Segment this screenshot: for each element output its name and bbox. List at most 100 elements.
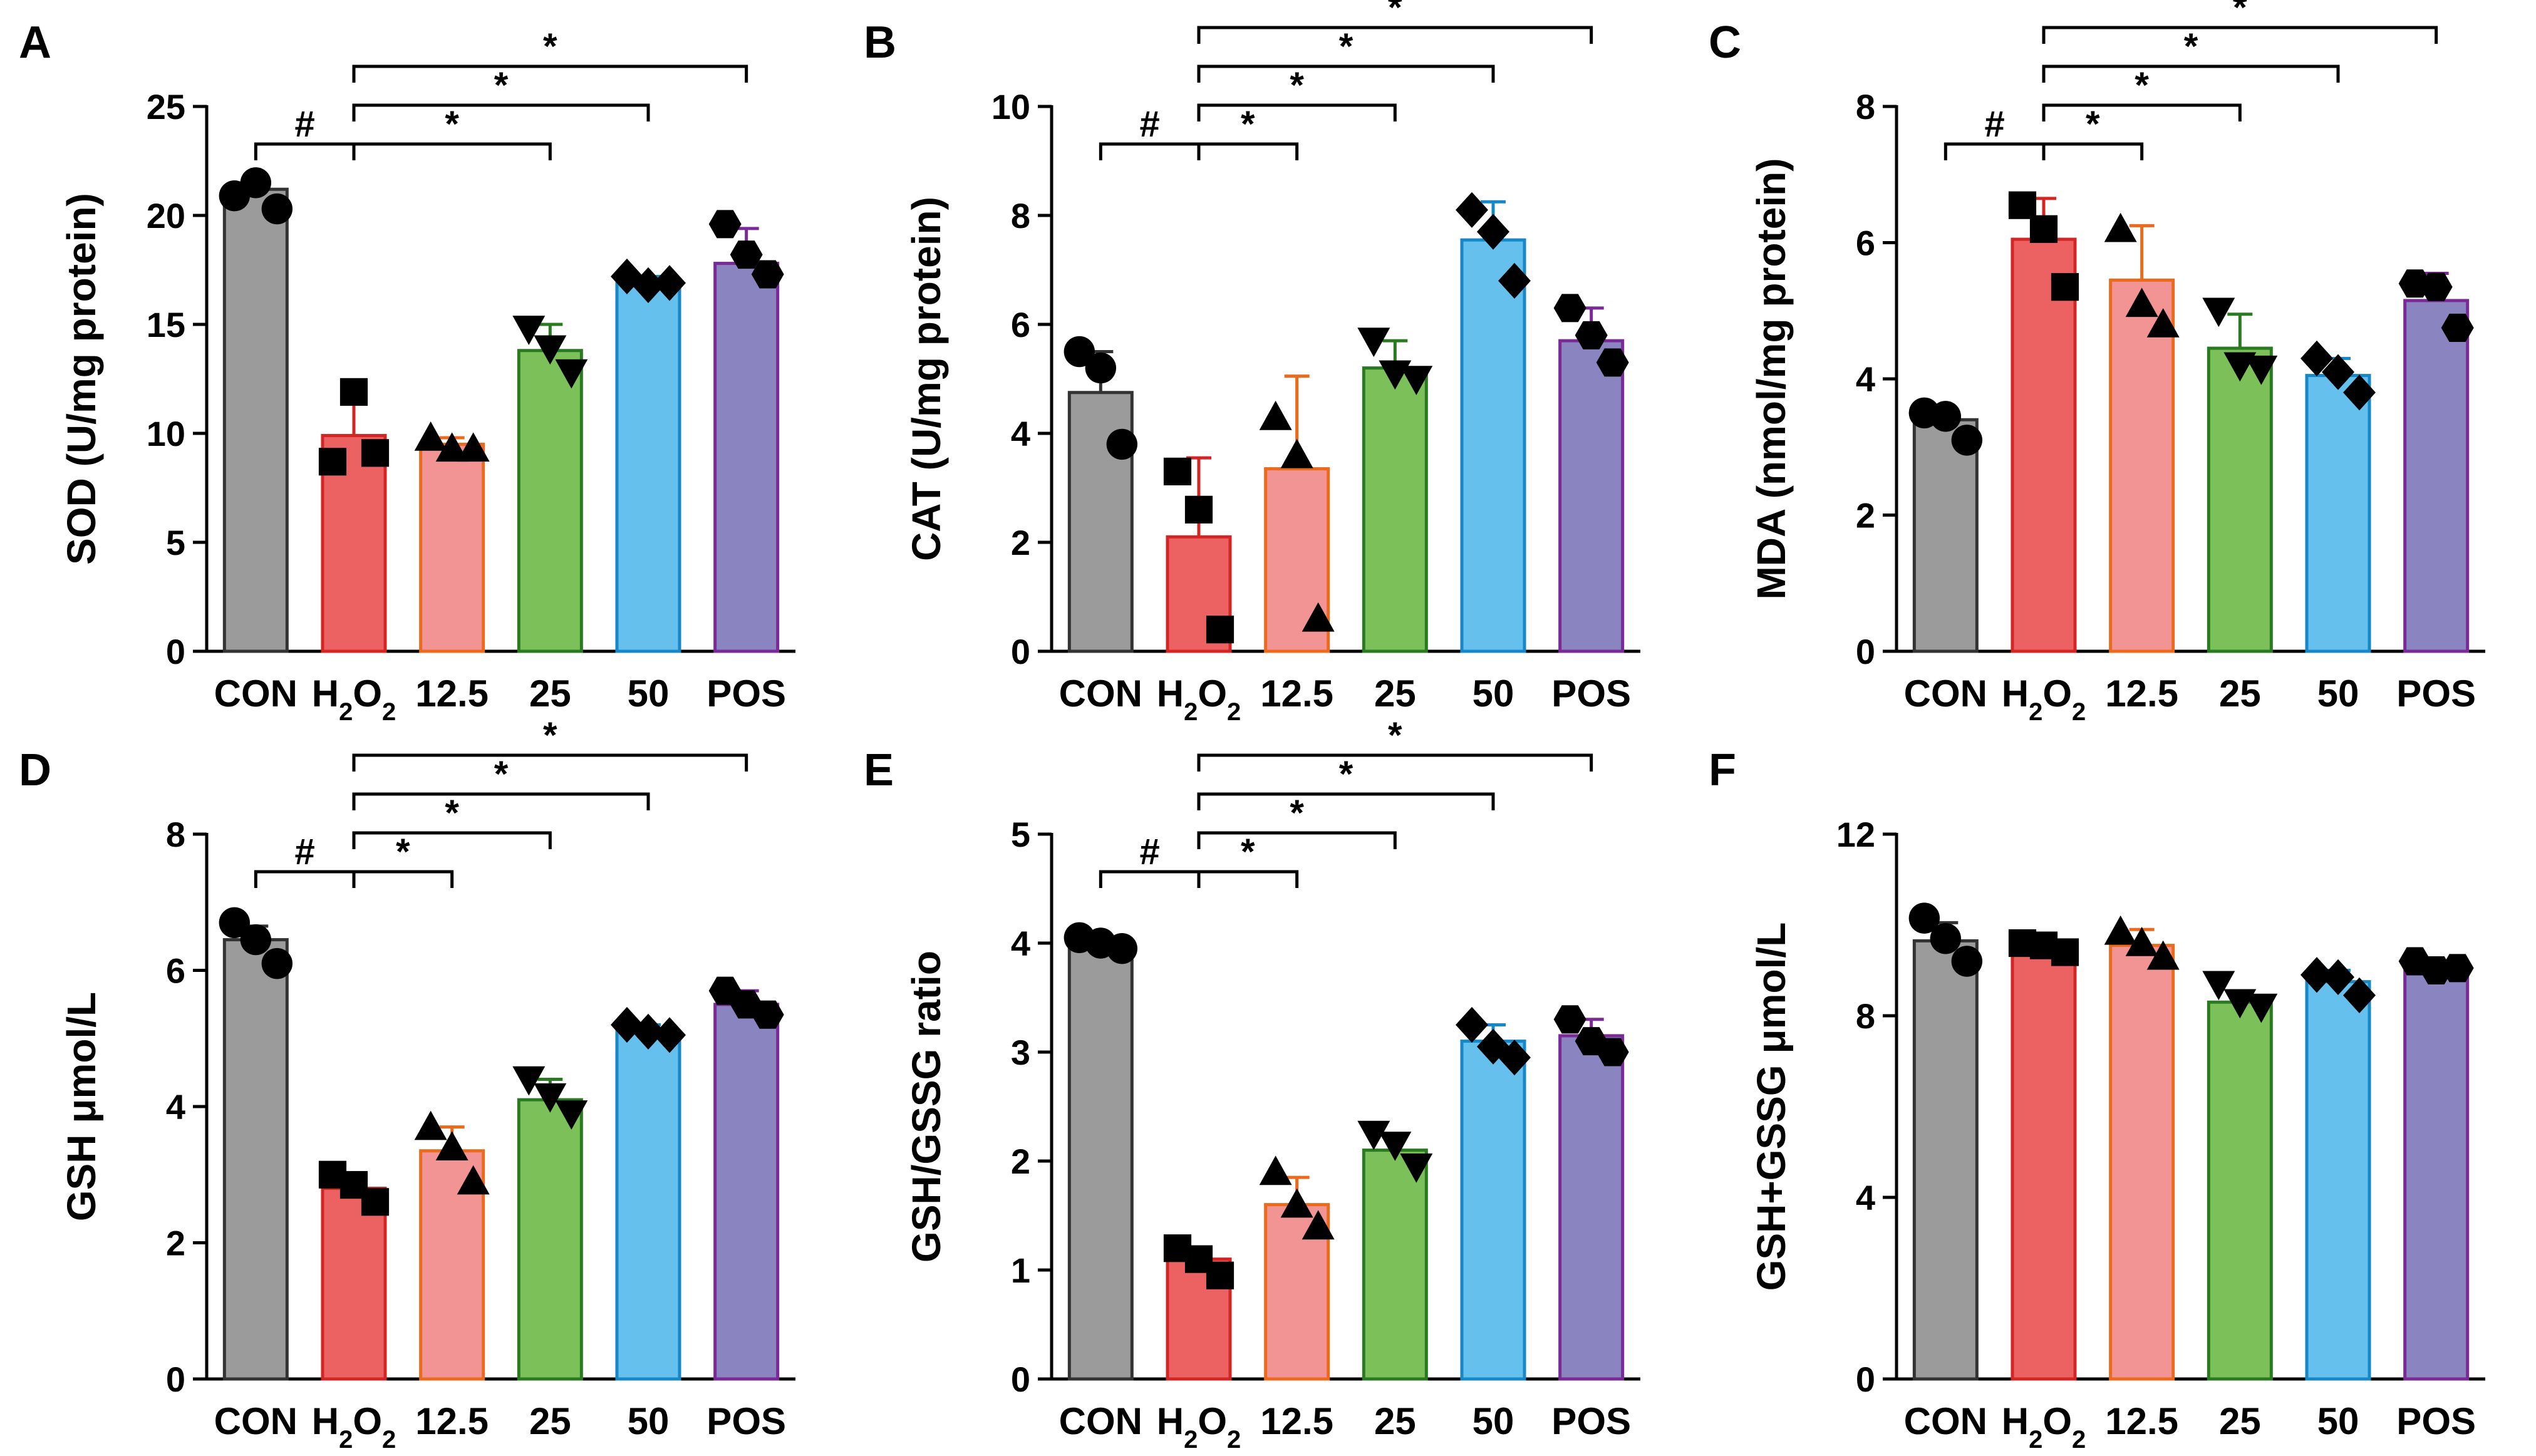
data-point <box>1477 214 1509 250</box>
x-tick-label: H2O2 <box>2002 673 2086 726</box>
x-tick-sub: 2 <box>339 1426 353 1453</box>
data-point <box>2420 272 2453 301</box>
x-tick-label: CON <box>1059 673 1142 715</box>
data-point <box>1064 336 1095 368</box>
y-tick-label: 8 <box>1856 87 1875 126</box>
significance-label: * <box>1241 832 1255 872</box>
data-point <box>1302 602 1335 632</box>
x-tick-label: CON <box>1904 1400 1987 1442</box>
x-tick-part: H <box>2002 673 2029 715</box>
data-point <box>2245 993 2278 1023</box>
data-point <box>1280 1188 1313 1218</box>
significance-bracket <box>1099 870 1201 888</box>
x-tick-label: CON <box>1059 1400 1142 1442</box>
significance-label: # <box>1140 832 1160 872</box>
panel-label: D <box>19 745 51 795</box>
data-point <box>1951 946 1983 977</box>
bar-5 <box>2305 980 2371 1381</box>
data-point <box>1400 366 1433 395</box>
x-tick-sub: 2 <box>2029 698 2042 726</box>
x-tick-label: 50 <box>628 673 670 715</box>
y-tick-label: 2 <box>1011 523 1030 562</box>
data-point <box>1259 400 1292 430</box>
x-tick-sub: 2 <box>382 1426 396 1453</box>
x-tick-label: 25 <box>529 673 571 715</box>
bar-2 <box>2011 946 2077 1381</box>
significance-bracket <box>352 831 552 849</box>
y-tick-label: 0 <box>166 632 185 671</box>
y-tick-label: 4 <box>1856 1178 1875 1217</box>
significance-bracket <box>2042 65 2340 83</box>
data-point <box>2146 308 2180 338</box>
data-point <box>1106 428 1138 460</box>
significance-bracket <box>1197 142 1299 160</box>
data-point <box>1456 1006 1488 1043</box>
significance-label: * <box>1339 754 1353 795</box>
y-axis-label: MDA (nmol/mg protein) <box>1749 158 1794 599</box>
y-tick-label: 20 <box>147 196 185 235</box>
x-tick-sub: 2 <box>1184 1426 1198 1453</box>
significance-label: * <box>543 715 557 756</box>
data-point <box>1206 616 1234 644</box>
x-tick-label: POS <box>1551 1400 1631 1442</box>
significance-label: * <box>1290 793 1304 834</box>
x-tick-sub: 2 <box>339 698 353 726</box>
x-tick-label: CON <box>214 1400 298 1442</box>
x-tick-label: 50 <box>2317 1400 2359 1442</box>
y-tick-label: 0 <box>166 1360 185 1399</box>
bar-1 <box>222 938 289 1381</box>
significance-bracket <box>1197 103 1397 121</box>
significance-bracket <box>2042 142 2144 160</box>
significance-bracket <box>352 142 552 160</box>
data-point <box>219 907 251 939</box>
significance-label: * <box>2184 26 2198 67</box>
x-tick-label: POS <box>706 1400 786 1442</box>
panel-label: E <box>864 745 894 795</box>
significance-label: * <box>1388 715 1402 756</box>
bar-4 <box>2207 1000 2273 1381</box>
data-point <box>1930 401 1962 432</box>
data-point <box>1357 328 1390 358</box>
x-tick-label: 12.5 <box>1260 1400 1333 1442</box>
x-tick-label: 25 <box>1374 673 1416 715</box>
significance-bracket <box>352 103 650 121</box>
x-tick-label: 12.5 <box>415 673 489 715</box>
data-point <box>414 421 447 451</box>
data-point <box>555 359 588 389</box>
bar-1 <box>1912 418 1979 653</box>
significance-label: * <box>445 793 459 834</box>
x-tick-part: H <box>312 1400 339 1442</box>
data-point <box>2441 313 2474 342</box>
data-point <box>435 432 468 462</box>
x-tick-label: 50 <box>628 1400 670 1442</box>
bar-1 <box>1067 941 1134 1381</box>
y-tick-label: 4 <box>166 1087 185 1127</box>
data-point <box>2051 938 2079 966</box>
y-axis-label: GSH μmol/L <box>59 992 104 1221</box>
x-tick-label: 12.5 <box>415 1400 489 1442</box>
x-tick-sub: 2 <box>1184 698 1198 726</box>
significance-bracket <box>254 142 356 160</box>
data-point <box>2029 215 2058 243</box>
significance-bracket <box>1197 870 1299 888</box>
data-point <box>1951 425 1983 456</box>
data-point <box>653 265 686 301</box>
data-point <box>339 378 368 406</box>
significance-label: * <box>1290 65 1304 106</box>
data-point <box>534 335 567 365</box>
significance-bracket <box>1197 831 1397 849</box>
panel-label: F <box>1709 745 1736 795</box>
data-point <box>1379 1132 1412 1161</box>
data-point <box>2202 297 2235 328</box>
x-tick-label: POS <box>2396 1400 2476 1442</box>
y-tick-label: 4 <box>1856 359 1875 399</box>
data-point <box>1575 321 1608 349</box>
data-point <box>1106 933 1138 964</box>
significance-label: * <box>445 104 459 145</box>
data-point <box>361 1188 390 1216</box>
x-tick-sub: 2 <box>2029 1426 2042 1453</box>
data-point <box>2125 927 2158 956</box>
